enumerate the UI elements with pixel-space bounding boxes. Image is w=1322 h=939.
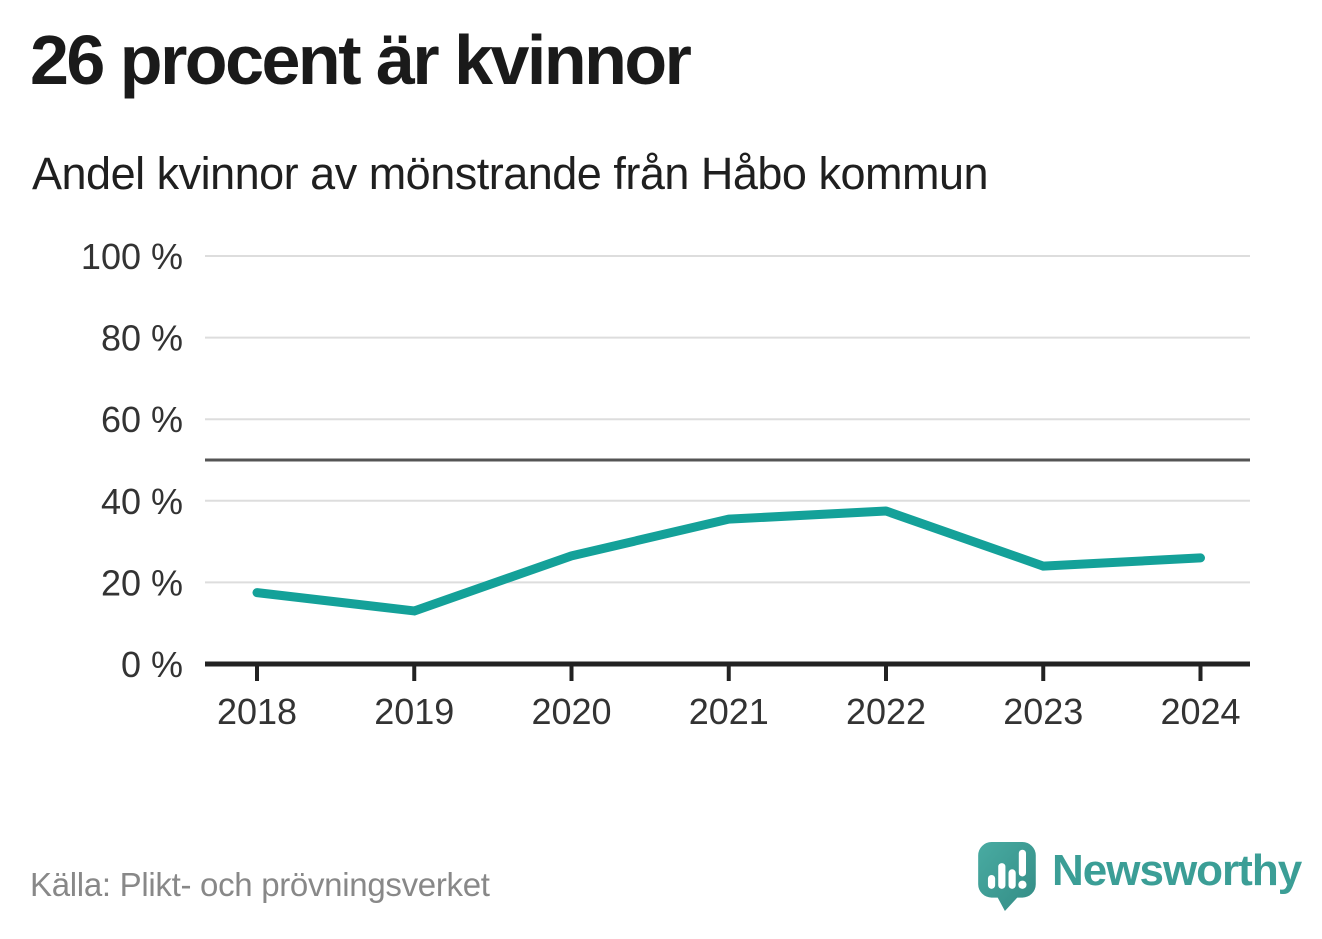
source-attribution: Källa: Plikt- och prövningsverket — [30, 866, 490, 903]
data-line-andel-kvinnor — [252, 506, 1205, 616]
x-tick-label: 2020 — [531, 691, 611, 732]
x-tick-label: 2021 — [689, 691, 769, 732]
chart-subtitle: Andel kvinnor av mönstrande från Håbo ko… — [32, 148, 989, 199]
newsworthy-logo-icon — [978, 842, 1036, 911]
y-tick-label: 0 % — [121, 644, 183, 685]
x-tick-label: 2018 — [217, 691, 297, 732]
newsworthy-brand: Newsworthy — [977, 841, 1302, 913]
y-tick-label: 100 % — [81, 236, 183, 277]
newsworthy-wordmark: Newsworthy — [1052, 846, 1302, 895]
x-tick-label: 2019 — [374, 691, 454, 732]
y-tick-label: 60 % — [101, 399, 183, 440]
y-tick-label: 20 % — [101, 562, 183, 603]
y-tick-label: 40 % — [101, 481, 183, 522]
y-tick-label: 80 % — [101, 318, 183, 359]
x-tick-label: 2022 — [846, 691, 926, 732]
x-tick-label: 2024 — [1160, 691, 1240, 732]
chart-title: 26 procent är kvinnor — [30, 21, 692, 99]
x-tick-label: 2023 — [1003, 691, 1083, 732]
